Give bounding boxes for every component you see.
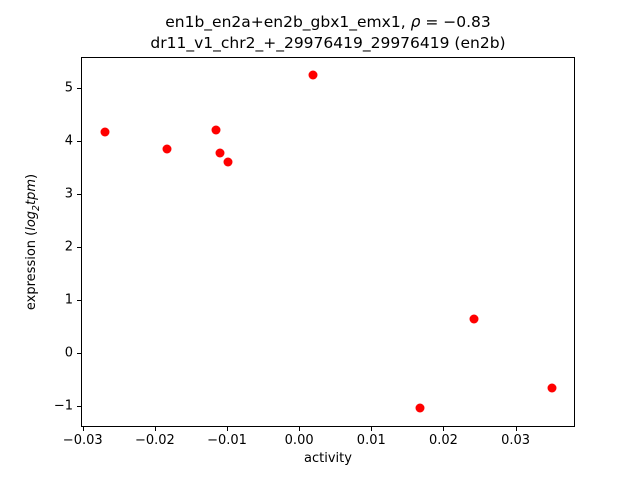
x-tick-label: −0.01 [207, 433, 247, 448]
chart-title: en1b_en2a+en2b_gbx1_emx1, ρ = −0.83 dr11… [81, 12, 575, 54]
ylabel-math: log2tpm [24, 178, 42, 231]
y-tick [77, 87, 82, 89]
ylabel-suffix: ) [24, 173, 40, 179]
x-tick [299, 426, 301, 431]
data-point [223, 157, 233, 167]
y-tick [77, 352, 82, 354]
y-tick [77, 140, 82, 142]
x-tick-label: −0.03 [62, 433, 103, 448]
y-axis-label: expression (log2tpm) [24, 174, 42, 310]
data-point [547, 383, 557, 393]
x-tick-label: 0.02 [428, 433, 458, 448]
data-point [100, 127, 110, 137]
x-tick-label: −0.02 [134, 433, 175, 448]
y-tick [77, 405, 82, 407]
x-tick [443, 426, 445, 431]
rho-symbol: ρ [410, 13, 421, 31]
x-tick [82, 426, 84, 431]
data-point [308, 70, 318, 80]
data-point [211, 125, 221, 135]
x-tick [154, 426, 156, 431]
chart-title-line1: en1b_en2a+en2b_gbx1_emx1, ρ = −0.83 [81, 12, 575, 33]
plot-area: −0.03 −0.02 −0.01 0.00 0.01 0.02 0.03 −1 0 1 2 3 4 5 [54, 57, 575, 448]
data-point [469, 314, 479, 324]
title-text-prefix: en1b_en2a+en2b_gbx1_emx1, [165, 13, 411, 31]
y-tick [77, 246, 82, 248]
x-tick-label: 0.03 [501, 433, 531, 448]
y-tick-label: 4 [64, 133, 73, 149]
data-point [415, 403, 425, 413]
x-tick-label: 0.00 [284, 433, 314, 448]
title-rho-value: = −0.83 [420, 13, 491, 31]
x-tick [227, 426, 228, 431]
y-tick-label: 0 [64, 345, 73, 361]
x-axis-label: activity [304, 451, 352, 466]
y-tick [77, 193, 82, 195]
ylabel-prefix: expression ( [24, 230, 40, 311]
y-tick-label: 3 [64, 186, 73, 202]
x-tick [515, 426, 517, 431]
y-tick-label: 5 [64, 80, 73, 96]
y-tick [77, 299, 82, 301]
x-tick [371, 426, 373, 431]
data-point [162, 144, 172, 154]
ylabel-tpm: tpm [24, 178, 40, 205]
y-tick-label: 2 [64, 239, 73, 255]
y-tick-label: −1 [53, 398, 73, 414]
chart-title-line2: dr11_v1_chr2_+_29976419_29976419 (en2b) [150, 34, 506, 52]
data-point [215, 148, 225, 158]
ylabel-log-subscript: 2 [30, 204, 42, 211]
x-tick-label: 0.01 [356, 433, 386, 448]
y-tick-label: 1 [64, 292, 73, 308]
ylabel-log: log [24, 210, 40, 231]
